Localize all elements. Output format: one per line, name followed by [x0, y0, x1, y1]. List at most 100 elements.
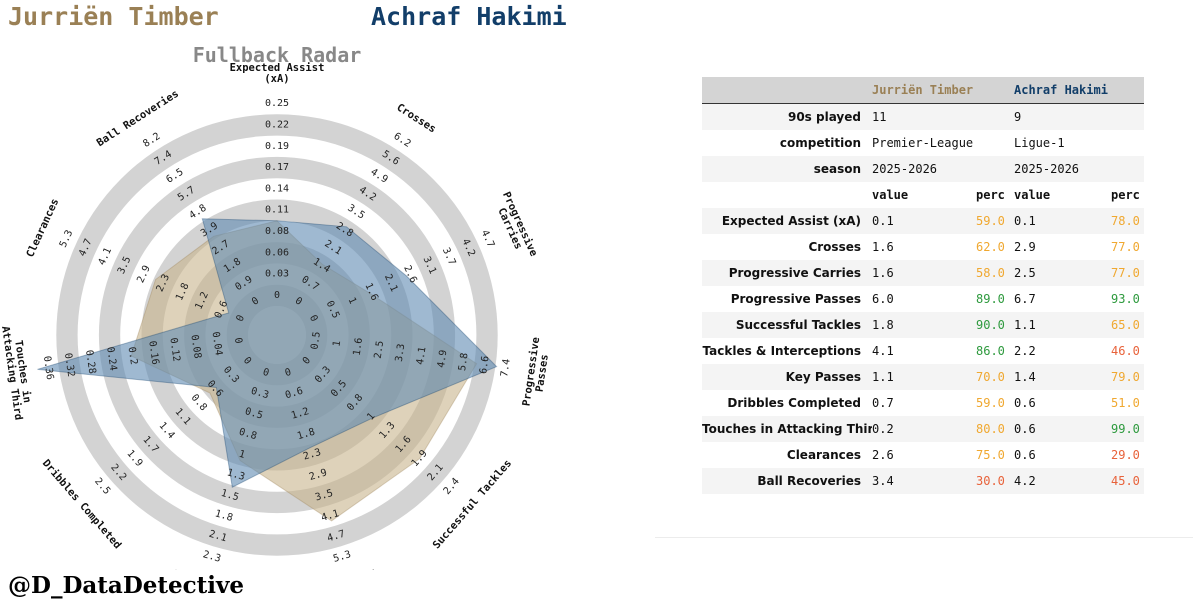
player1-info: 2025-2026: [872, 162, 938, 176]
row-label: season: [813, 162, 861, 176]
radar-tick-label: 1.8: [214, 508, 234, 524]
player2-percentile: 46.0: [1111, 344, 1140, 358]
radar-tick-label: 0.32: [62, 352, 76, 377]
radar-axis-label-line: Passes: [534, 354, 551, 393]
radar-axis-label: Touches inAttacking Third: [0, 324, 35, 421]
row-label: competition: [779, 136, 861, 150]
radar-tick-label: 2.3: [302, 447, 322, 463]
radar-tick-label: 6.6: [478, 355, 491, 374]
radar-tick-label: 4.1: [415, 346, 428, 365]
player2-value: 0.1: [1014, 214, 1036, 228]
row-label: Dribbles Completed: [727, 396, 861, 410]
table-row: Touches in Attacking Third 0.2 80.0 0.6 99.0: [702, 416, 1144, 442]
table-row: competition Premier-League Ligue-1: [702, 130, 1144, 156]
radar-axis-label: ProgressivePasses: [520, 336, 553, 408]
player1-info: 11: [872, 110, 887, 124]
player1-percentile: 59.0: [976, 214, 1005, 228]
player2-value: 2.9: [1014, 240, 1036, 254]
player2-percentile: 51.0: [1111, 396, 1140, 410]
radar-tick-label: 5.8: [457, 352, 470, 371]
radar-tick-label: 0.22: [265, 119, 289, 130]
table-header-blank-3: [1111, 77, 1144, 104]
radar-tick-label: 0: [293, 295, 304, 308]
radar-tick-label: 1: [346, 296, 359, 306]
radar-tick-label: 1.8: [296, 427, 316, 443]
player1-value: 0.2: [872, 422, 894, 436]
player1-value: 1.6: [872, 266, 894, 280]
row-label: Ball Recoveries: [757, 474, 861, 488]
table-row: Key Passes 1.1 70.0 1.4 79.0: [702, 364, 1144, 390]
comparison-table: Jurriën Timber Achraf Hakimi 90s played 1…: [702, 77, 1144, 494]
player2-value: 2.5: [1014, 266, 1036, 280]
table-header-blank: [702, 77, 872, 104]
radar-axis-label-line: (xA): [264, 73, 289, 85]
player1-percentile: 58.0: [976, 266, 1005, 280]
player2-value: 1.4: [1014, 370, 1036, 384]
table-header-player2: Achraf Hakimi: [1014, 77, 1111, 104]
radar-tick-label: 2.5: [373, 340, 386, 359]
player1-title: Jurriën Timber: [8, 2, 219, 31]
player1-percentile: 59.0: [976, 396, 1005, 410]
player1-percentile: 89.0: [976, 292, 1005, 306]
radar-tick-label: 0.04: [210, 331, 224, 356]
chart-title: Fullback Radar: [193, 43, 362, 67]
radar-tick-label: 0.8: [238, 427, 258, 443]
player2-info: 9: [1014, 110, 1022, 124]
radar-tick-label: 7.4: [499, 358, 512, 377]
radar-chart: Fullback Radar 0 0.03 0.06 0.08 0.11 0.14 0.17 0…: [0, 43, 553, 570]
player1-percentile: 86.0: [976, 344, 1005, 358]
radar-tick-label: 1: [331, 340, 343, 348]
row-label: Touches in Attacking Third: [702, 422, 872, 436]
radar-tick-label: 0.36: [41, 355, 55, 380]
radar-tick-label: 0.28: [83, 349, 97, 374]
player2-value: 0.6: [1014, 396, 1036, 410]
radar-axis-label: Expected Assist (xA): [230, 62, 325, 85]
radar-tick-label: 0.08: [265, 226, 289, 237]
radar-tick-label: 0.08: [188, 334, 202, 359]
subheader-perc: perc: [1111, 188, 1140, 202]
radar-tick-label: 0.5: [244, 406, 264, 422]
radar-tick-label: 0: [250, 295, 261, 308]
radar-tick-label: 1.3: [226, 467, 246, 483]
radar-tick-label: 0: [307, 313, 320, 323]
radar-tick-label: 0.6: [284, 386, 304, 402]
player1-value: 0.7: [872, 396, 894, 410]
table-row: Progressive Carries 1.6 58.0 2.5 77.0: [702, 260, 1144, 286]
row-label: Tackles & Interceptions: [702, 344, 861, 358]
subheader-blank: [702, 182, 872, 208]
player2-value: 2.2: [1014, 344, 1036, 358]
player2-value: 0.6: [1014, 422, 1036, 436]
radar-tick-label: 0.16: [146, 340, 160, 365]
author-handle: @D_DataDetective: [8, 572, 245, 599]
player2-value: 1.1: [1014, 318, 1036, 332]
row-label: Progressive Passes: [730, 292, 861, 306]
table-row: Ball Recoveries 3.4 30.0 4.2 45.0: [702, 468, 1144, 494]
radar-tick-label: 0: [235, 313, 248, 323]
radar-tick-label: 0.12: [167, 337, 181, 362]
table-row: Tackles & Interceptions 4.1 86.0 2.2 46.0: [702, 338, 1144, 364]
radar-tick-label: 0.17: [265, 162, 289, 173]
subheader-value: value: [1014, 188, 1051, 202]
radar-tick-label: 0.25: [265, 98, 289, 109]
player2-percentile: 45.0: [1111, 474, 1140, 488]
player2-percentile: 99.0: [1111, 422, 1140, 436]
player1-info: Premier-League: [872, 136, 974, 150]
subheader-perc: perc: [976, 188, 1005, 202]
player1-percentile: 62.0: [976, 240, 1005, 254]
player1-value: 3.4: [872, 474, 894, 488]
player1-value: 1.1: [872, 370, 894, 384]
player2-percentile: 29.0: [1111, 448, 1140, 462]
player1-value: 1.6: [872, 240, 894, 254]
player1-value: 6.0: [872, 292, 894, 306]
radar-tick-label: 0.19: [265, 141, 289, 152]
table-subheader-row: value perc value perc: [702, 182, 1144, 208]
player1-value: 1.8: [872, 318, 894, 332]
radar-tick-label: 3.5: [314, 488, 334, 504]
radar-tick-label: 5.3: [332, 549, 352, 565]
table-row: Progressive Passes 6.0 89.0 6.7 93.0: [702, 286, 1144, 312]
player1-percentile: 80.0: [976, 422, 1005, 436]
row-label: Key Passes: [785, 370, 861, 384]
player2-percentile: 77.0: [1111, 266, 1140, 280]
table-row: Clearances 2.6 75.0 0.6 29.0: [702, 442, 1144, 468]
table-row: Dribbles Completed 0.7 59.0 0.6 51.0: [702, 390, 1144, 416]
